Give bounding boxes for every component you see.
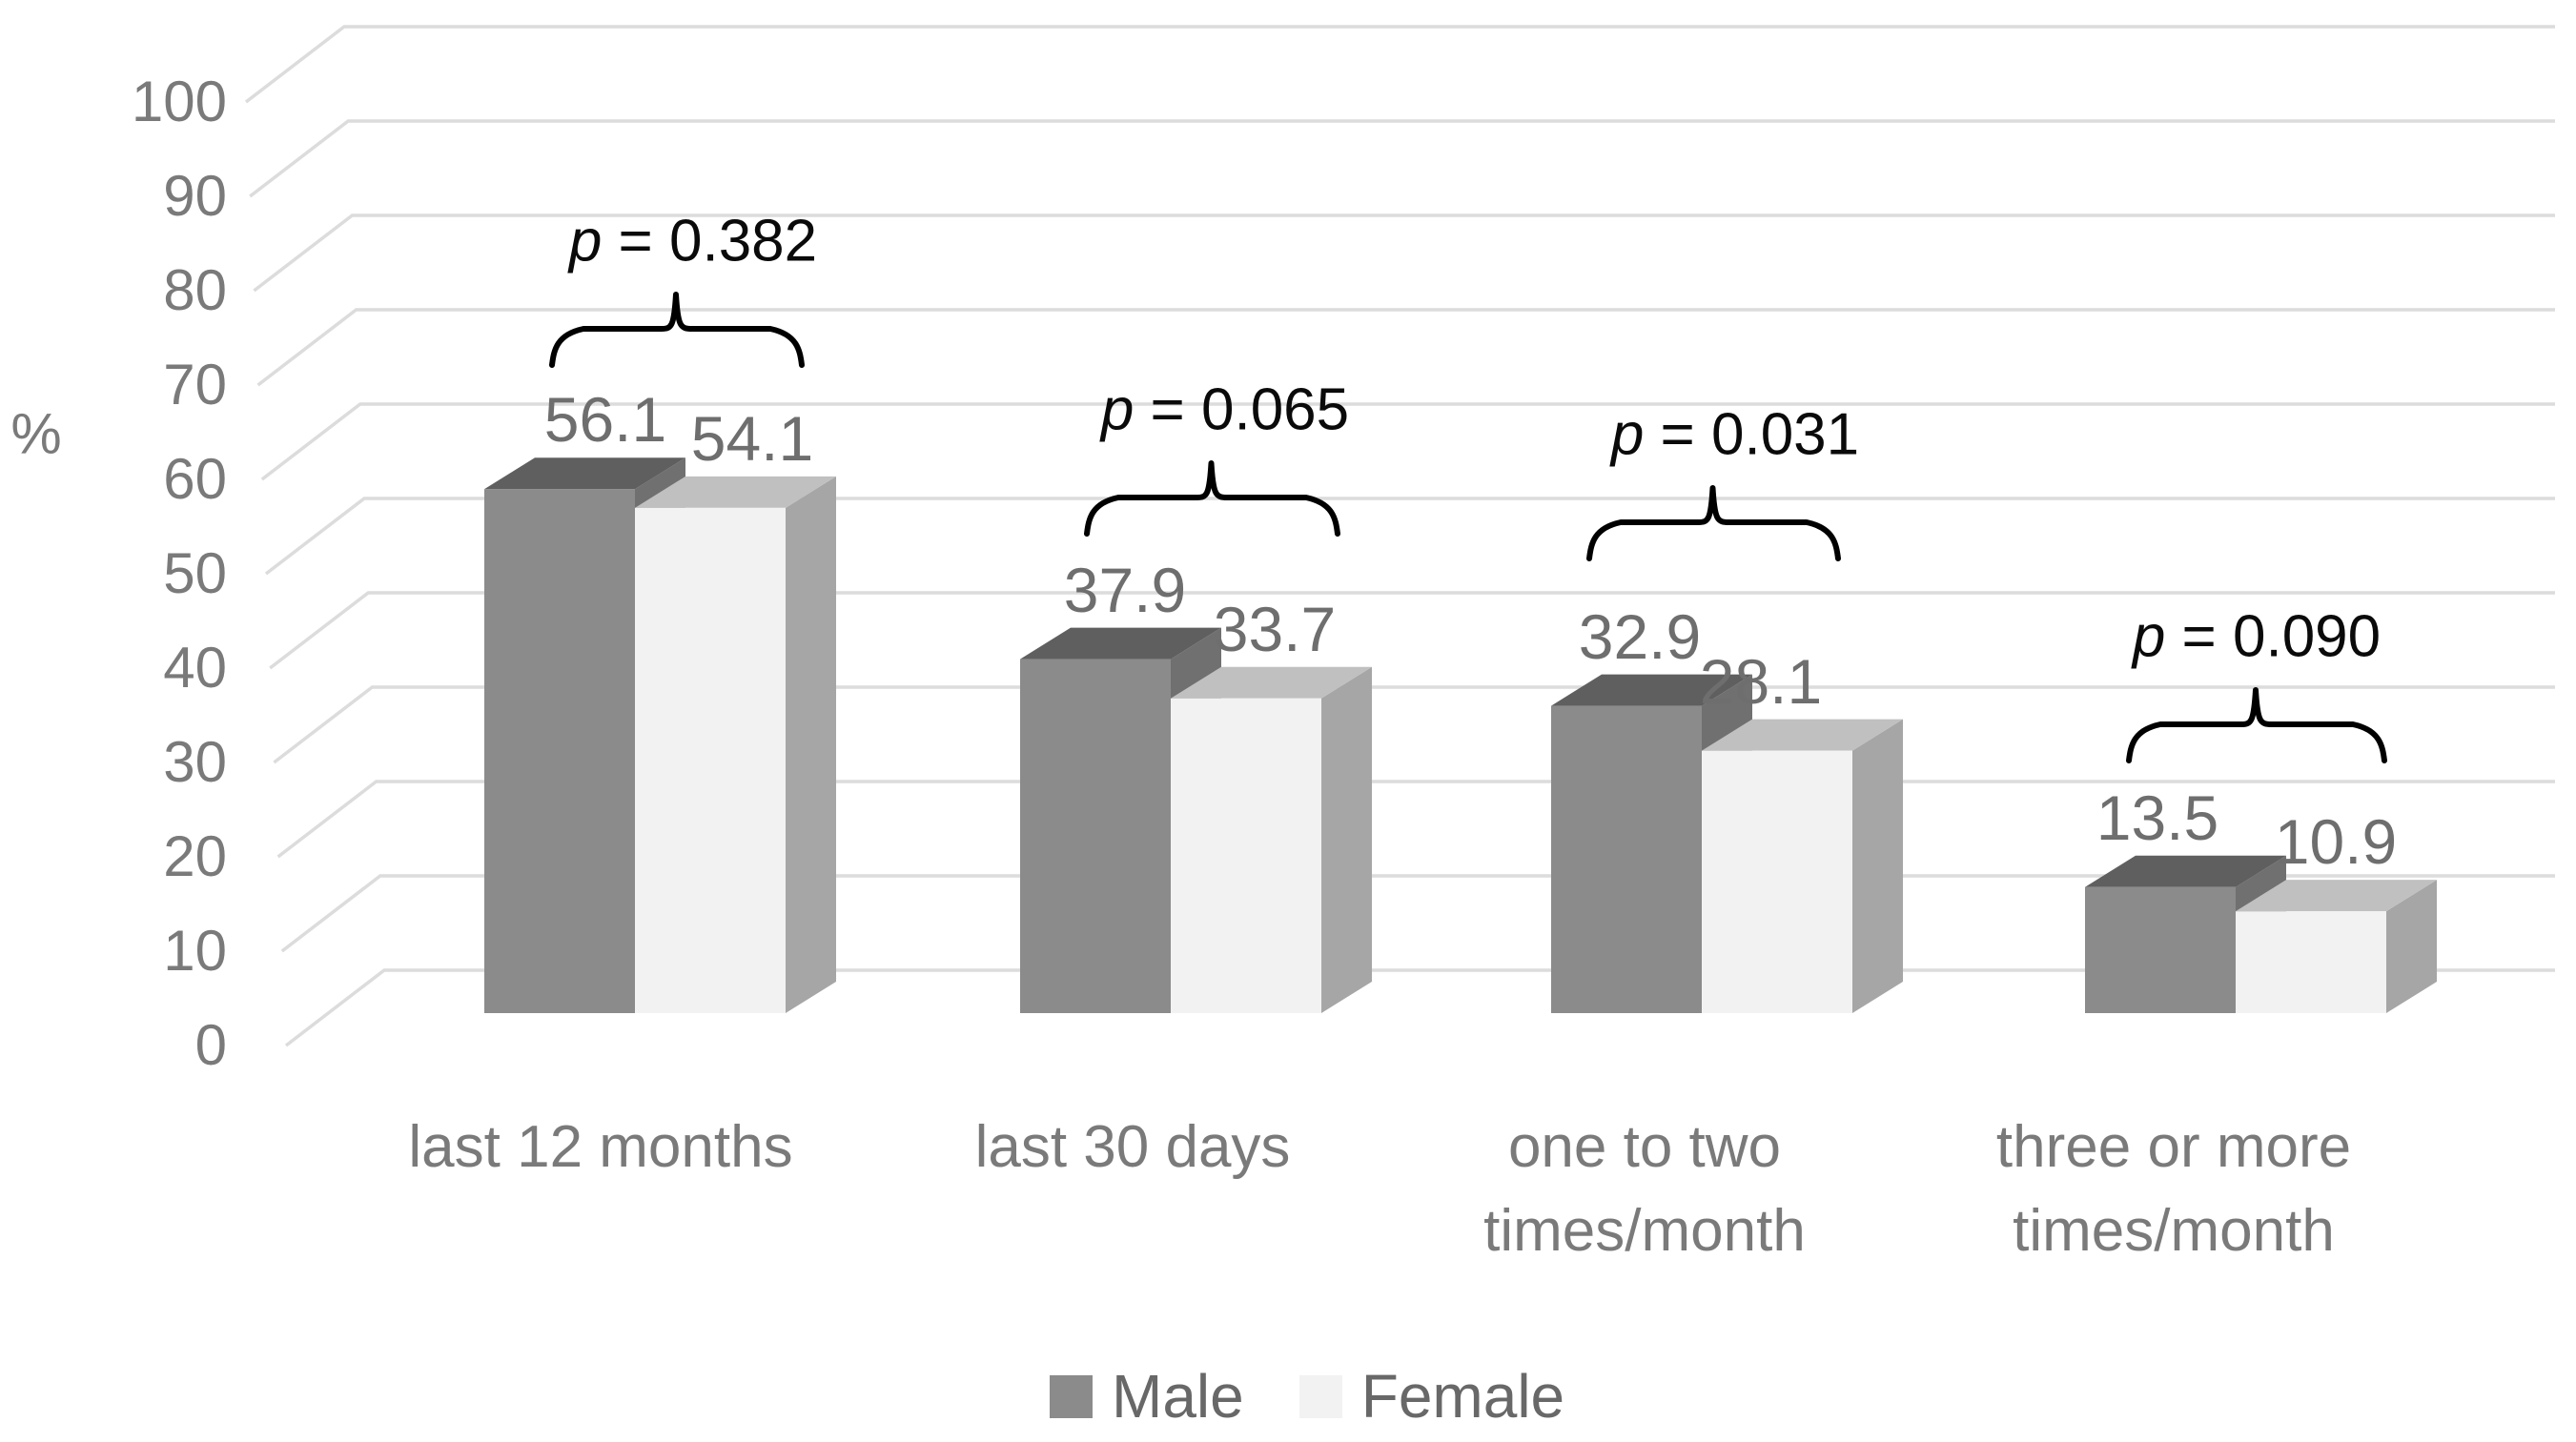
- category-label-0: last 12 months: [408, 1106, 792, 1189]
- p-value-label-2: p = 0.031: [1610, 401, 1860, 468]
- category-label-1: last 30 days: [975, 1106, 1291, 1189]
- brace-0: [549, 292, 805, 368]
- gridline-60: [260, 402, 2555, 481]
- p-value-label-0: p = 0.382: [568, 208, 818, 274]
- bar-female-0-side: [786, 476, 836, 1013]
- gridline-100: [244, 25, 2555, 104]
- y-tick-label-20: 20: [163, 824, 227, 888]
- bar-female-2-side: [1852, 719, 1903, 1013]
- value-label-female-0: 54.1: [690, 402, 814, 474]
- p-value-label-1: p = 0.065: [1100, 376, 1350, 443]
- y-tick-label-10: 10: [163, 919, 227, 983]
- category-label-2: one to two times/month: [1483, 1106, 1806, 1273]
- legend-swatch-male: [1050, 1374, 1093, 1418]
- gridline-40: [269, 591, 2555, 670]
- bar-female-3-front: [2236, 911, 2386, 1013]
- value-label-male-2: 32.9: [1578, 600, 1702, 672]
- y-tick-label-40: 40: [163, 636, 227, 700]
- bar-female-2-top: [1702, 719, 1903, 751]
- bar-female-1-side: [1321, 666, 1372, 1013]
- bar-male-2-front: [1551, 705, 1702, 1013]
- value-label-male-3: 13.5: [2096, 782, 2219, 853]
- legend: Male Female: [1050, 1362, 1565, 1431]
- legend-swatch-female: [1298, 1374, 1342, 1418]
- bar-female-3-top: [2236, 880, 2437, 912]
- brace-3: [2126, 687, 2387, 763]
- bar-female-0-top: [635, 476, 836, 508]
- category-label-0-line-1: last 12 months: [408, 1114, 793, 1180]
- gridline-50: [264, 497, 2555, 576]
- y-tick-label-100: 100: [131, 70, 227, 133]
- value-label-female-2: 28.1: [1699, 645, 1823, 717]
- category-label-3: three or more times/month: [1996, 1106, 2351, 1273]
- category-label-2-line-1: one to two: [1507, 1114, 1782, 1180]
- bar-male-2-top: [1551, 674, 1752, 706]
- gridline-30: [273, 685, 2555, 764]
- bar-female-1-front: [1171, 698, 1321, 1013]
- bar-male-1-top: [1020, 627, 1221, 660]
- y-tick-label-80: 80: [163, 258, 227, 322]
- legend-label-male: Male: [1112, 1362, 1244, 1431]
- gridline-80: [253, 213, 2555, 293]
- y-tick-label-90: 90: [163, 164, 227, 228]
- category-label-3-line-2: times/month: [2013, 1198, 2335, 1264]
- y-axis-title: %: [10, 401, 62, 466]
- category-label-1-line-1: last 30 days: [974, 1114, 1291, 1180]
- brace-2: [1586, 485, 1841, 561]
- value-label-female-3: 10.9: [2274, 806, 2398, 878]
- bar-female-1-top: [1171, 666, 1372, 699]
- bar-female-0-front: [635, 507, 786, 1013]
- legend-label-female: Female: [1360, 1362, 1565, 1431]
- category-label-2-line-2: times/month: [1483, 1198, 1806, 1264]
- category-label-3-line-1: three or more: [1995, 1114, 2352, 1180]
- bar-female-3-side: [2386, 880, 2437, 1013]
- value-label-male-0: 56.1: [543, 384, 667, 456]
- bar-male-3-top: [2085, 855, 2286, 887]
- bar-female-2-front: [1702, 750, 1852, 1013]
- bar-male-0-front: [484, 489, 635, 1013]
- y-tick-label-30: 30: [163, 730, 227, 794]
- bar-male-0-top: [484, 457, 685, 490]
- p-value-label-3: p = 0.090: [2132, 603, 2382, 670]
- value-label-male-1: 37.9: [1063, 554, 1187, 625]
- y-tick-label-50: 50: [163, 541, 227, 605]
- y-tick-label-70: 70: [163, 353, 227, 416]
- y-tick-label-60: 60: [163, 447, 227, 511]
- y-tick-label-0: 0: [194, 1013, 227, 1077]
- brace-1: [1084, 460, 1340, 537]
- gridline-70: [256, 308, 2555, 387]
- bar-male-1-front: [1020, 659, 1171, 1013]
- bar-male-3-front: [2085, 886, 2236, 1013]
- value-label-female-1: 33.7: [1213, 593, 1337, 664]
- gridline-90: [249, 119, 2555, 198]
